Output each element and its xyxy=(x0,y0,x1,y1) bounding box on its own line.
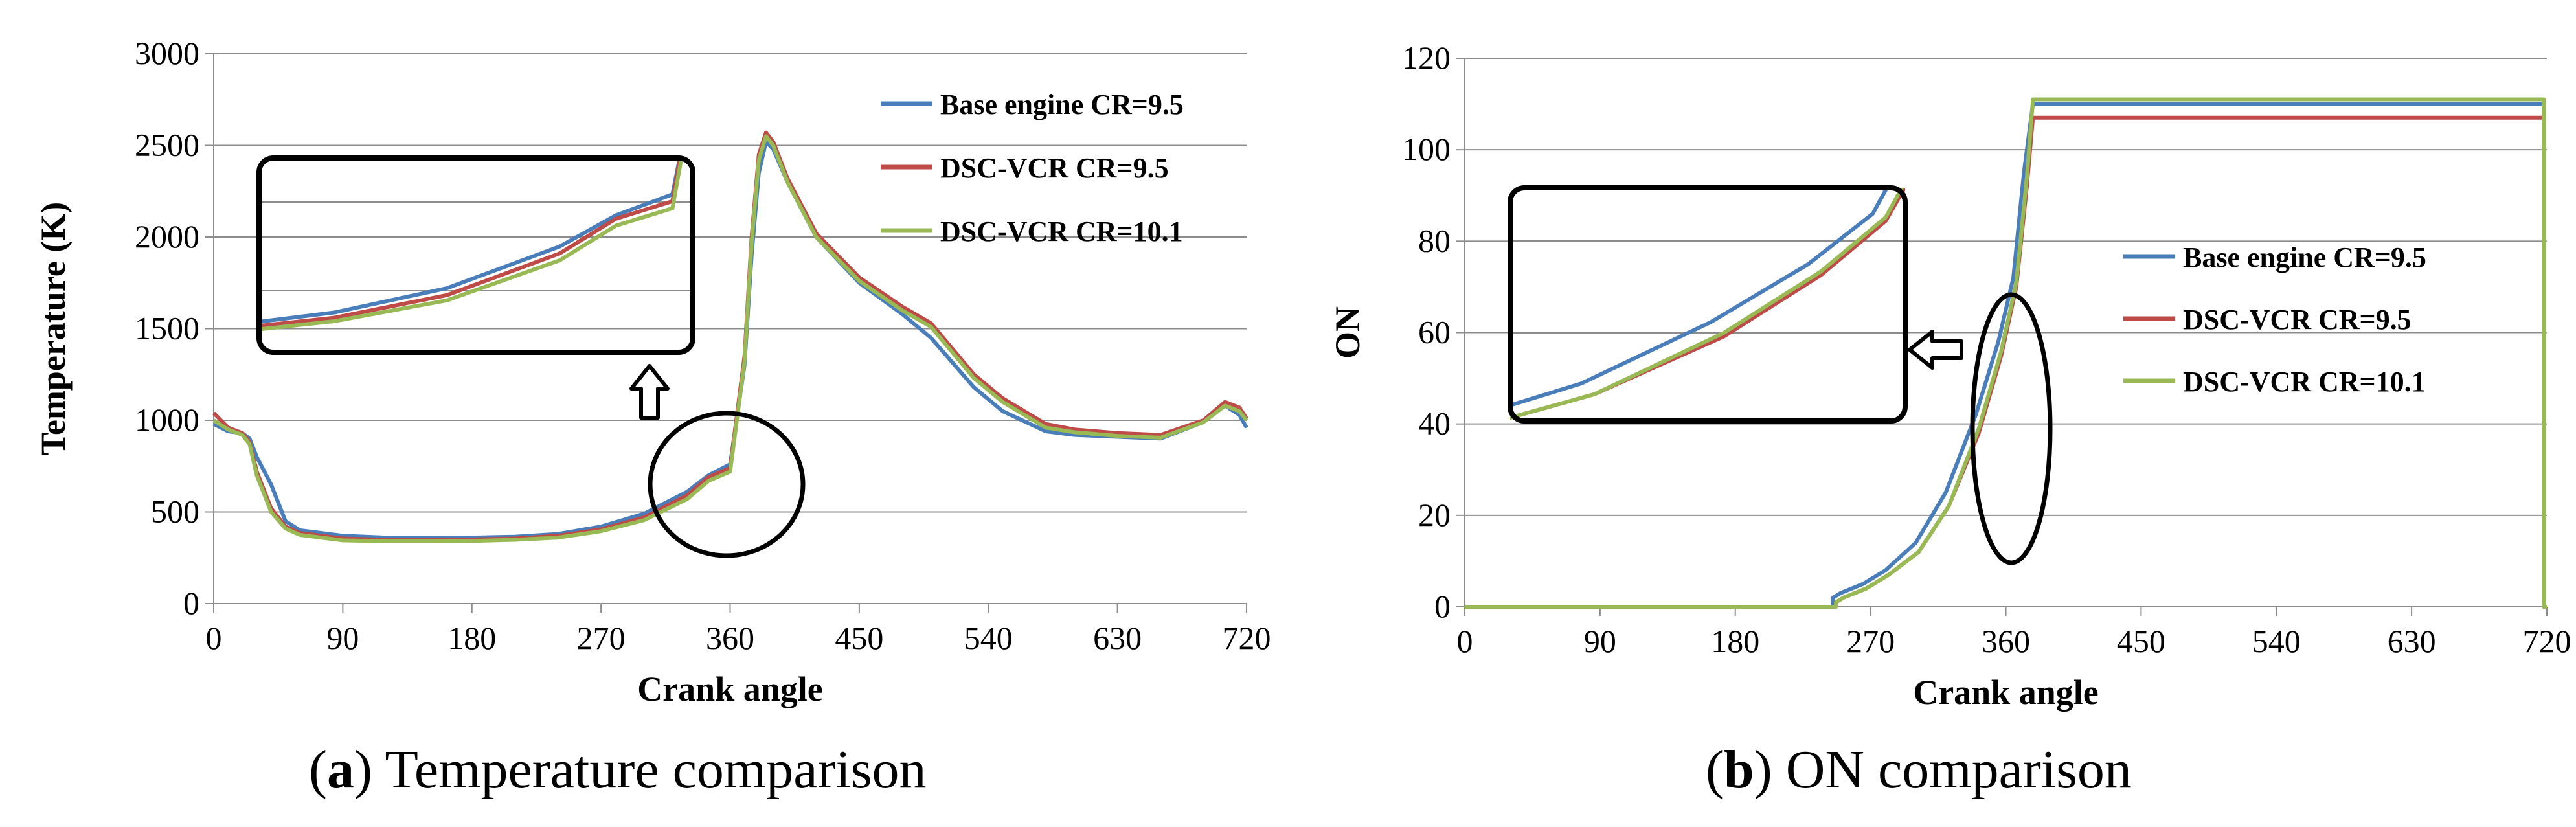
y-axis-label: ON xyxy=(1328,306,1367,359)
caption-b-text: ON comparison xyxy=(1785,740,2132,800)
y-tick-label: 1000 xyxy=(135,402,199,438)
y-tick-label: 20 xyxy=(1418,497,1451,533)
x-tick-label: 450 xyxy=(835,620,883,656)
y-tick-label: 1500 xyxy=(135,310,199,346)
series-line-3 xyxy=(212,134,1248,543)
x-tick-label: 180 xyxy=(447,620,496,656)
legend-label-3: DSC-VCR CR=10.1 xyxy=(2183,366,2426,398)
x-tick-label: 450 xyxy=(2117,623,2165,659)
inset-box xyxy=(1508,185,1908,424)
x-axis-label: Crank angle xyxy=(637,670,823,708)
x-tick-label: 360 xyxy=(706,620,754,656)
y-tick-label: 0 xyxy=(1434,588,1451,624)
caption-a-text: Temperature comparison xyxy=(385,740,927,800)
x-tick-label: 720 xyxy=(2523,623,2571,659)
inset-series-1 xyxy=(1510,188,1890,408)
y-axis-label: Temperature (K) xyxy=(34,202,73,455)
x-tick-label: 270 xyxy=(577,620,626,656)
y-tick-label: 100 xyxy=(1402,131,1451,167)
x-tick-label: 0 xyxy=(206,620,222,656)
caption-a-label: a xyxy=(326,740,354,800)
series-line-2 xyxy=(212,130,1248,542)
legend-label-3: DSC-VCR CR=10.1 xyxy=(940,216,1183,247)
inset-plot xyxy=(1510,188,1905,420)
highlight-ellipse xyxy=(648,411,806,558)
caption-b: (b) ON comparison xyxy=(1706,740,2132,800)
x-axis-label: Crank angle xyxy=(1913,673,2099,712)
caption-b-label: b xyxy=(1723,740,1754,800)
on-chart: 0 20 40 60 80 100 120 0 90 180 270 360 450 540 630 720 C… xyxy=(1328,40,2571,712)
y-tick-label: 80 xyxy=(1418,222,1451,258)
y-tick-label: 2000 xyxy=(135,218,199,255)
x-tick-label: 540 xyxy=(964,620,1013,656)
y-tick-label: 60 xyxy=(1418,314,1451,350)
inset-series-2 xyxy=(259,158,683,328)
y-tick-label: 500 xyxy=(151,493,199,530)
legend-label-2: DSC-VCR CR=9.5 xyxy=(2183,304,2412,335)
x-tick-label: 180 xyxy=(1711,623,1759,659)
x-tick-label: 630 xyxy=(2388,623,2436,659)
inset-box xyxy=(256,155,695,355)
inset-series-2 xyxy=(1510,188,1905,420)
y-tick-label: 120 xyxy=(1402,40,1451,76)
legend-label-2: DSC-VCR CR=9.5 xyxy=(940,152,1169,184)
series-line-1 xyxy=(212,139,1248,540)
y-tick-label: 0 xyxy=(183,585,199,621)
x-tick-label: 360 xyxy=(1982,623,2030,659)
x-tick-label: 0 xyxy=(1457,623,1473,659)
legend-label-1: Base engine CR=9.5 xyxy=(2183,242,2426,273)
caption-a: (a) Temperature comparison xyxy=(309,740,927,800)
temperature-chart: 0 500 1000 1500 2000 2500 3000 0 90 180 270 360 450 5… xyxy=(34,35,1271,708)
y-tick-label: 40 xyxy=(1418,405,1451,442)
legend-label-1: Base engine CR=9.5 xyxy=(940,89,1184,120)
x-tick-label: 540 xyxy=(2252,623,2301,659)
x-tick-label: 90 xyxy=(326,620,359,656)
inset-arrow xyxy=(1908,330,1963,370)
inset-series-3 xyxy=(1510,188,1904,420)
series-line-1 xyxy=(1465,102,2547,609)
inset-series-3 xyxy=(259,158,684,332)
series-line-3 xyxy=(1465,97,2547,609)
inset-series-1 xyxy=(259,158,682,324)
y-tick-label: 2500 xyxy=(135,127,199,163)
inset-plot xyxy=(259,158,693,332)
x-tick-label: 720 xyxy=(1223,620,1271,656)
x-tick-label: 270 xyxy=(1846,623,1895,659)
x-tick-label: 90 xyxy=(1584,623,1616,659)
x-tick-label: 630 xyxy=(1093,620,1142,656)
highlight-ellipse xyxy=(1970,292,2053,565)
y-tick-label: 3000 xyxy=(135,35,199,71)
inset-arrow xyxy=(629,364,670,420)
